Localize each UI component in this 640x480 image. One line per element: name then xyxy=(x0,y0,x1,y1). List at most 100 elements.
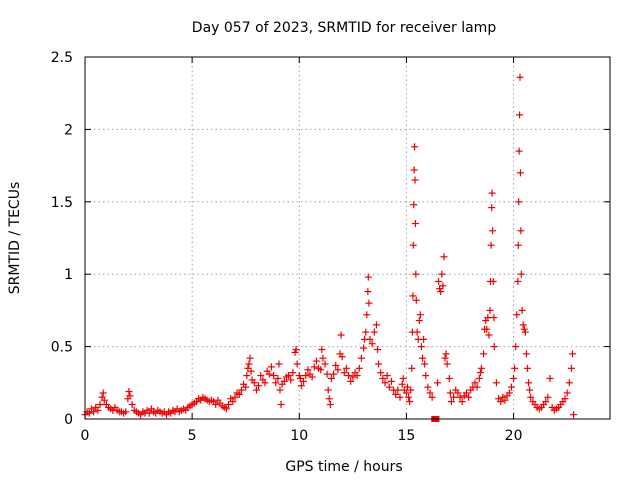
data-point xyxy=(365,299,373,307)
data-points xyxy=(81,73,578,422)
data-point xyxy=(524,364,531,372)
data-point xyxy=(362,328,370,336)
data-point xyxy=(338,353,346,361)
data-point xyxy=(480,350,488,358)
data-point xyxy=(428,393,436,401)
data-point xyxy=(465,393,473,401)
data-point xyxy=(250,379,258,387)
data-point xyxy=(445,374,453,382)
data-point xyxy=(409,241,417,249)
data-point xyxy=(245,360,253,368)
data-point xyxy=(412,270,420,278)
y-tick-label: 0.5 xyxy=(51,340,73,356)
data-point xyxy=(302,372,310,380)
data-point xyxy=(330,370,338,378)
data-point xyxy=(417,343,425,351)
data-point xyxy=(304,366,312,374)
data-point xyxy=(272,379,280,387)
data-point xyxy=(435,277,443,285)
data-point xyxy=(126,392,134,400)
data-point xyxy=(394,386,402,394)
data-point xyxy=(526,386,534,394)
data-point xyxy=(340,369,348,377)
data-point xyxy=(96,401,104,409)
data-point xyxy=(473,383,481,391)
data-point xyxy=(458,398,466,406)
data-point xyxy=(337,331,345,339)
data-point xyxy=(145,409,153,417)
data-point xyxy=(300,377,308,385)
data-point xyxy=(456,393,464,401)
data-point xyxy=(353,372,361,380)
data-point xyxy=(363,311,371,319)
data-point xyxy=(515,198,523,206)
data-point xyxy=(454,389,462,397)
data-point xyxy=(372,321,380,329)
data-point xyxy=(383,372,391,380)
data-point xyxy=(364,273,372,281)
data-point xyxy=(334,366,342,374)
data-point xyxy=(446,389,454,397)
data-point xyxy=(405,393,413,401)
data-point xyxy=(402,389,410,397)
data-point xyxy=(396,393,404,401)
data-point xyxy=(416,311,424,319)
data-point xyxy=(410,201,418,209)
data-point xyxy=(357,354,365,362)
x-tick-label: 10 xyxy=(290,428,308,444)
data-point xyxy=(287,376,295,384)
data-point xyxy=(122,408,130,416)
data-point xyxy=(345,372,353,380)
data-point xyxy=(546,374,554,382)
data-point xyxy=(321,360,329,368)
data-point xyxy=(242,383,250,391)
data-point xyxy=(408,364,416,372)
data-point xyxy=(484,314,492,322)
data-point xyxy=(426,389,434,397)
data-point xyxy=(280,377,288,385)
data-point xyxy=(420,335,428,343)
data-point xyxy=(385,383,393,391)
data-point xyxy=(265,370,273,378)
data-point xyxy=(565,379,573,387)
data-point xyxy=(434,379,441,387)
data-point xyxy=(561,395,569,403)
data-point xyxy=(488,204,496,212)
data-point xyxy=(212,401,220,409)
data-point xyxy=(527,393,535,401)
data-point xyxy=(424,383,432,391)
y-tick-label: 1 xyxy=(64,267,73,283)
data-point xyxy=(406,398,414,406)
data-point xyxy=(421,360,429,368)
y-tick-label: 2 xyxy=(64,122,73,138)
x-axis-label: GPS time / hours xyxy=(285,459,402,475)
data-point xyxy=(525,379,533,387)
data-point xyxy=(270,372,278,380)
data-point xyxy=(522,350,530,358)
data-point xyxy=(409,292,417,300)
data-point xyxy=(231,393,239,401)
y-tick-label: 1.5 xyxy=(51,195,73,211)
data-point xyxy=(519,321,527,329)
data-point xyxy=(375,360,383,368)
data-point xyxy=(516,73,524,81)
data-point xyxy=(518,306,526,314)
data-point xyxy=(332,361,340,369)
data-point xyxy=(487,241,495,249)
data-point xyxy=(347,377,355,385)
data-point xyxy=(261,379,269,387)
data-point xyxy=(355,364,363,372)
data-point xyxy=(489,277,497,285)
data-point xyxy=(293,360,301,368)
data-point xyxy=(441,354,449,362)
data-point xyxy=(374,345,381,353)
data-point xyxy=(521,328,529,336)
data-point xyxy=(514,241,522,249)
data-point xyxy=(450,393,458,401)
data-point xyxy=(514,277,522,285)
data-point xyxy=(310,363,318,371)
data-point xyxy=(567,364,575,372)
data-point xyxy=(497,398,505,406)
